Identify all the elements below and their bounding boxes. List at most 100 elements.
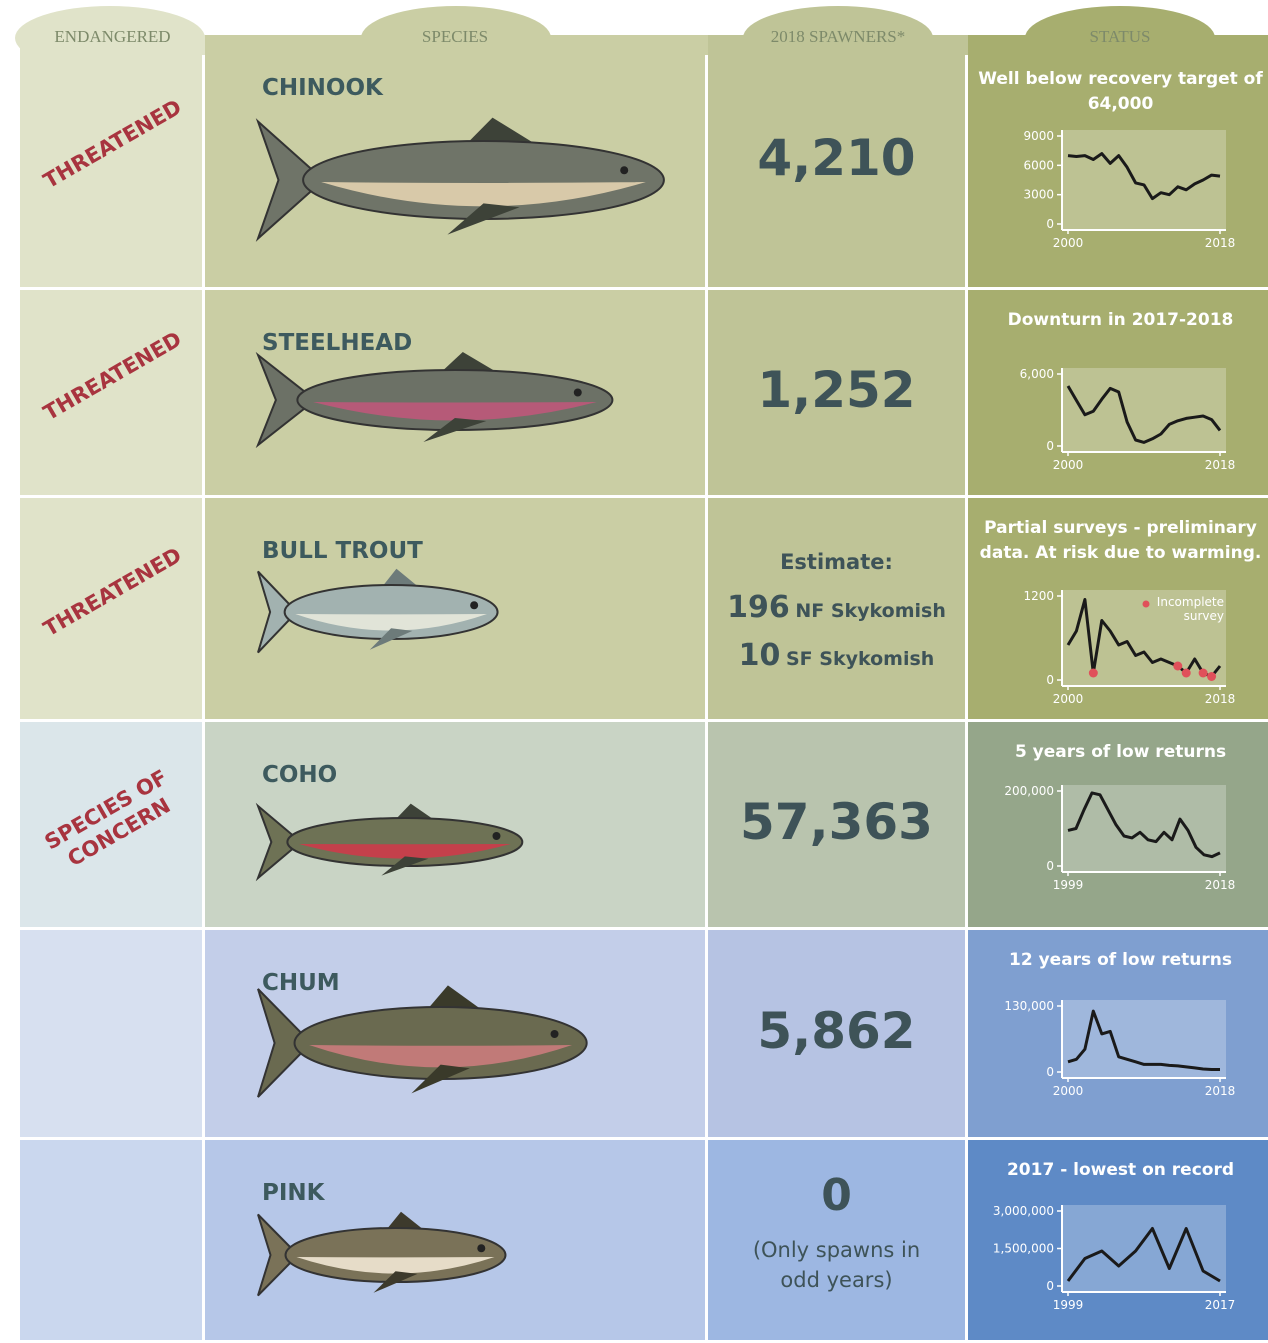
- species-name: CHUM: [262, 970, 340, 996]
- spawners-value: 5,862: [757, 1001, 916, 1060]
- chart-title: 5 years of low returns: [1014, 742, 1227, 762]
- status-cell: [968, 722, 1268, 927]
- chart: 0 200,000 1999 2018: [1004, 784, 1236, 892]
- estimate-value: 196: [727, 590, 790, 625]
- header-status: STATUS: [1089, 27, 1151, 46]
- species-name: COHO: [262, 762, 338, 788]
- data-line: [1067, 1009, 1220, 1071]
- column-band: [968, 35, 1268, 55]
- threat-cell: [20, 930, 202, 1137]
- species-name: BULL TROUT: [262, 538, 423, 564]
- chart-title: Well below recovery target of 64,000: [978, 69, 1263, 114]
- species-cell: [205, 290, 705, 495]
- highlight-point: [1198, 668, 1208, 678]
- spawners-cell: [708, 498, 965, 719]
- data-line: [1066, 1227, 1221, 1283]
- highlight-point: [1173, 661, 1183, 671]
- spawners-cell: [708, 55, 965, 287]
- spawners-value: 1,252: [757, 360, 916, 419]
- y-tick-label: 3,000,000: [993, 1204, 1054, 1218]
- data-line: [1067, 791, 1221, 859]
- highlight-point: [1181, 668, 1191, 678]
- species-name: PINK: [262, 1180, 325, 1206]
- spawners-cell: [708, 1140, 965, 1340]
- y-tick-label: 3000: [1023, 188, 1054, 202]
- plot-area: [1062, 785, 1226, 872]
- y-tick-label: 0: [1046, 673, 1054, 687]
- y-tick-label: 1200: [1023, 589, 1054, 603]
- estimate-value: 10: [738, 638, 781, 673]
- x-tick-label: 2000: [1053, 236, 1084, 250]
- y-tick-label: 200,000: [1004, 784, 1054, 798]
- threat-cell: [20, 1140, 202, 1340]
- threat-cell: [20, 722, 202, 927]
- estimate-place: NF Skykomish: [795, 600, 946, 622]
- x-tick-label: 1999: [1053, 1298, 1084, 1312]
- threat-cell: [20, 290, 202, 495]
- legend-marker: [1142, 600, 1150, 608]
- status-cell: [968, 55, 1268, 287]
- y-tick-label: 130,000: [1004, 999, 1054, 1013]
- threat-cell: [20, 55, 202, 287]
- data-line: [1066, 385, 1222, 444]
- x-tick-label: 2018: [1205, 1084, 1236, 1098]
- header-species: SPECIES: [421, 27, 489, 46]
- y-tick-label: 0: [1046, 1065, 1054, 1079]
- status-cell: [968, 498, 1268, 719]
- chart: 0 3000 6000 9000 2000 2018: [1023, 129, 1236, 250]
- species-cell: [205, 722, 705, 927]
- estimate-place: SF Skykomish: [786, 648, 935, 670]
- species-cell: [205, 498, 705, 719]
- column-band: [20, 35, 205, 55]
- spawners-cell: [708, 930, 965, 1137]
- highlight-point: [1088, 668, 1098, 678]
- header-spawners: 2018 SPAWNERS*: [770, 27, 906, 46]
- plot-area: [1062, 368, 1226, 452]
- chart-title: Partial surveys - preliminary data. At r…: [979, 518, 1262, 563]
- y-tick-label: 0: [1046, 859, 1054, 873]
- spawners-value: 0: [821, 1170, 852, 1221]
- spawners-cell: [708, 722, 965, 927]
- y-tick-label: 0: [1046, 1279, 1054, 1293]
- spawners-cell: [708, 290, 965, 495]
- species-name: CHINOOK: [262, 75, 383, 101]
- x-tick-label: 2018: [1205, 458, 1236, 472]
- spawners-note: (Only spawns in odd years): [752, 1238, 921, 1292]
- y-tick-label: 6,000: [1020, 367, 1054, 381]
- y-tick-label: 9000: [1023, 129, 1054, 143]
- spawners-value: 57,363: [740, 792, 933, 851]
- x-tick-label: 2000: [1053, 458, 1084, 472]
- estimate-line: 196 NF Skykomish: [708, 590, 965, 625]
- column-band: [708, 35, 968, 55]
- y-tick-label: 0: [1046, 439, 1054, 453]
- x-tick-label: 2000: [1053, 692, 1084, 706]
- plot-area: [1062, 130, 1226, 230]
- column-band: [205, 35, 708, 55]
- x-tick-label: 2018: [1205, 236, 1236, 250]
- y-tick-label: 1,500,000: [993, 1242, 1054, 1256]
- status-cell: [968, 1140, 1268, 1340]
- x-tick-label: 2000: [1053, 1084, 1084, 1098]
- x-tick-label: 2017: [1205, 1298, 1236, 1312]
- estimate-line: 10 SF Skykomish: [708, 638, 965, 673]
- y-tick-label: 0: [1046, 217, 1054, 231]
- chart-title: 2017 - lowest on record: [1006, 1160, 1235, 1180]
- status-cell: [968, 930, 1268, 1137]
- chart: 0 6,000 2000 2018: [1020, 367, 1236, 472]
- chart: 0 1200 2000 2018: [1023, 589, 1236, 706]
- spawners-value: 4,210: [757, 129, 916, 187]
- highlight-point: [1207, 672, 1217, 681]
- species-name: STEELHEAD: [262, 330, 413, 356]
- plot-area: [1062, 1205, 1226, 1292]
- species-cell: [205, 1140, 705, 1340]
- chart-title: 12 years of low returns: [1009, 950, 1232, 970]
- x-tick-label: 2018: [1205, 692, 1236, 706]
- x-tick-label: 2018: [1205, 878, 1236, 892]
- data-line: [1067, 152, 1221, 201]
- chart: 0 1,500,000 3,000,000 1999 2017: [993, 1204, 1236, 1312]
- estimate-label: Estimate:: [780, 550, 893, 574]
- chart-title: Downturn in 2017-2018: [1007, 310, 1234, 330]
- species-cell: [205, 930, 705, 1137]
- x-tick-label: 1999: [1053, 878, 1084, 892]
